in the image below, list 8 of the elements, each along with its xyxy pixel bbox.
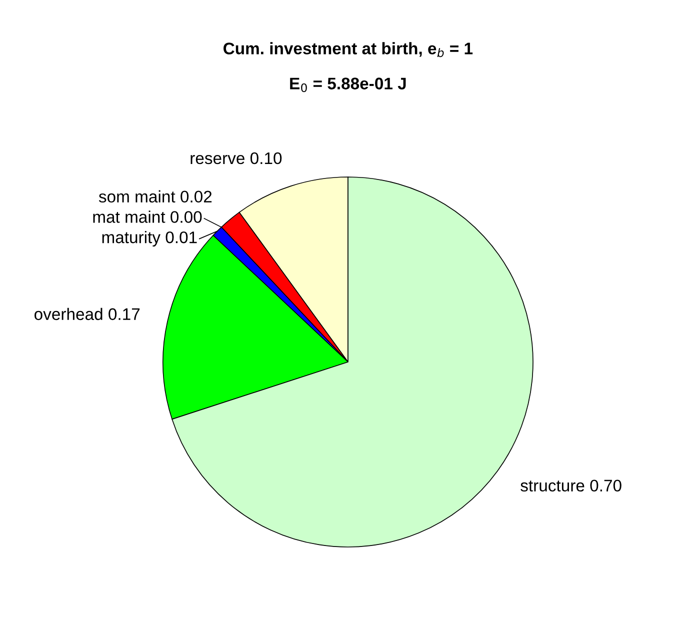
category-label: mat maint 0.00 — [93, 210, 202, 223]
slice-label: som maint 0.02 — [98, 190, 212, 203]
slice-label: overhead 0.17 — [34, 308, 140, 320]
slice-label: structure 0.70 — [520, 480, 622, 492]
slice-label: maturity 0.01 — [102, 231, 197, 247]
slice-label: reserve 0.10 — [190, 152, 282, 164]
chart-title: Cum. investment at birth, e$_{b}$ = 1 — [224, 42, 473, 58]
chart-subtitle: E$_{0}$ = 5.88e-01 J — [290, 78, 406, 92]
